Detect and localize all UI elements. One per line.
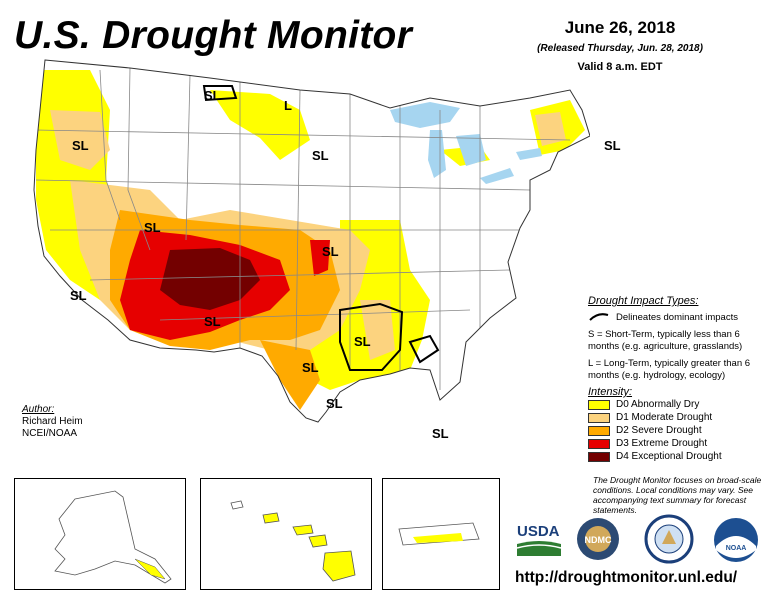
conus-drought-map xyxy=(33,59,590,423)
intensity-swatch xyxy=(588,400,610,410)
intensity-label: D0 Abnormally Dry xyxy=(616,399,700,411)
d4-four-corners xyxy=(160,248,260,310)
d3-missouri xyxy=(310,240,330,276)
puerto-rico-d0 xyxy=(413,533,463,543)
impact-boundary-louisiana xyxy=(408,334,440,364)
intensity-swatch xyxy=(588,452,610,462)
d1-louisiana xyxy=(360,300,395,360)
oahu-shape xyxy=(262,512,280,524)
lake-superior xyxy=(390,102,460,128)
impact-label-oregon: SL xyxy=(72,138,89,153)
long-term-description: L = Long-Term, typically greater than 6 … xyxy=(588,358,751,381)
intensity-swatch xyxy=(588,426,610,436)
delineates-row: Delineates dominant impacts xyxy=(588,312,772,324)
author-name: Richard Heim xyxy=(22,416,83,427)
impact-label-louisiana: SL xyxy=(432,426,449,441)
noaa-logo-text: NOAA xyxy=(726,545,747,552)
impact-label-missouri: SL xyxy=(322,244,339,259)
author-org: NCEI/NOAA xyxy=(22,428,78,439)
release-date: (Released Thursday, Jun. 28, 2018) xyxy=(537,43,703,54)
intensity-label: D4 Exceptional Drought xyxy=(616,451,722,463)
lake-michigan xyxy=(428,130,446,178)
intensity-swatch xyxy=(588,413,610,423)
intensity-legend-row: D2 Severe Drought xyxy=(588,425,772,438)
map-date: June 26, 2018 xyxy=(564,18,676,37)
intensity-legend-row: D0 Abnormally Dry xyxy=(588,399,772,412)
drought-monitor-url[interactable]: http://droughtmonitor.unl.edu/ xyxy=(515,569,738,586)
intensity-title: Intensity: xyxy=(588,386,633,398)
impact-label-new-england: SL xyxy=(604,138,621,153)
intensity-label: D1 Moderate Drought xyxy=(616,412,713,424)
map-title: U.S. Drought Monitor xyxy=(14,14,413,57)
lake-ontario xyxy=(516,148,542,160)
dept-commerce-seal xyxy=(644,514,694,564)
impact-label-arkansas: SL xyxy=(354,334,371,349)
boundary-line-icon xyxy=(589,313,609,321)
impact-boundary-east-texas xyxy=(339,302,404,371)
puerto-rico-inset xyxy=(382,478,500,590)
intensity-legend-row: D4 Exceptional Drought xyxy=(588,451,772,464)
alaska-d0-panhandle xyxy=(134,558,166,580)
intensity-swatch xyxy=(588,439,610,449)
impact-boundary-montana xyxy=(202,85,238,102)
intensity-label: D2 Severe Drought xyxy=(616,425,702,437)
impact-label-new-mexico: SL xyxy=(204,314,221,329)
valid-time: Valid 8 a.m. EDT xyxy=(577,61,663,73)
alaska-shape xyxy=(54,490,172,584)
impact-label-california: SL xyxy=(70,288,87,303)
lake-huron xyxy=(456,134,486,166)
d1-oregon xyxy=(50,110,110,170)
impact-label-montana: SL xyxy=(204,88,221,103)
maui-shape xyxy=(308,534,328,548)
impact-label-texas: SL xyxy=(302,360,319,375)
delineates-text: Delineates dominant impacts xyxy=(616,311,738,323)
ndmc-logo-text: NDMC xyxy=(585,535,612,545)
impact-label-utah: SL xyxy=(144,220,161,235)
usda-logo: USDA xyxy=(516,523,562,556)
kauai-shape xyxy=(230,500,244,510)
impact-legend-title: Drought Impact Types: xyxy=(588,295,699,307)
d1-new-england xyxy=(535,112,566,146)
molokai-shape xyxy=(292,524,314,536)
author-label: Author: xyxy=(22,404,55,415)
hawaii-inset xyxy=(200,478,372,590)
d2-south-texas xyxy=(260,340,320,410)
intensity-label: D3 Extreme Drought xyxy=(616,438,708,450)
short-term-description: S = Short-Term, typically less than 6 mo… xyxy=(588,329,743,352)
impact-label-texas-coast: SL xyxy=(326,396,343,411)
intensity-legend: D0 Abnormally Dry D1 Moderate Drought D2 S… xyxy=(588,399,772,464)
author-block: Author: Richard Heim NCEI/NOAA xyxy=(22,404,83,440)
intensity-legend-row: D3 Extreme Drought xyxy=(588,438,772,451)
us-outline xyxy=(33,59,590,423)
drought-layer xyxy=(34,60,590,422)
state-lines xyxy=(35,67,571,390)
ndmc-logo: NDMC xyxy=(577,518,619,560)
impact-label-north-dakota: L xyxy=(284,98,292,113)
noaa-logo: NOAA xyxy=(714,518,758,562)
drought-monitor-note: The Drought Monitor focuses on broad-sca… xyxy=(593,475,762,515)
lake-erie xyxy=(480,168,514,184)
big-island-shape xyxy=(322,550,356,582)
intensity-legend-row: D1 Moderate Drought xyxy=(588,412,772,425)
impact-legend: Drought Impact Types: Delineates dominan… xyxy=(588,295,772,464)
impact-label-south-dakota: SL xyxy=(312,148,329,163)
d0-montana-dakotas xyxy=(210,90,310,160)
alaska-inset xyxy=(14,478,186,590)
usda-logo-text: USDA xyxy=(517,523,560,540)
